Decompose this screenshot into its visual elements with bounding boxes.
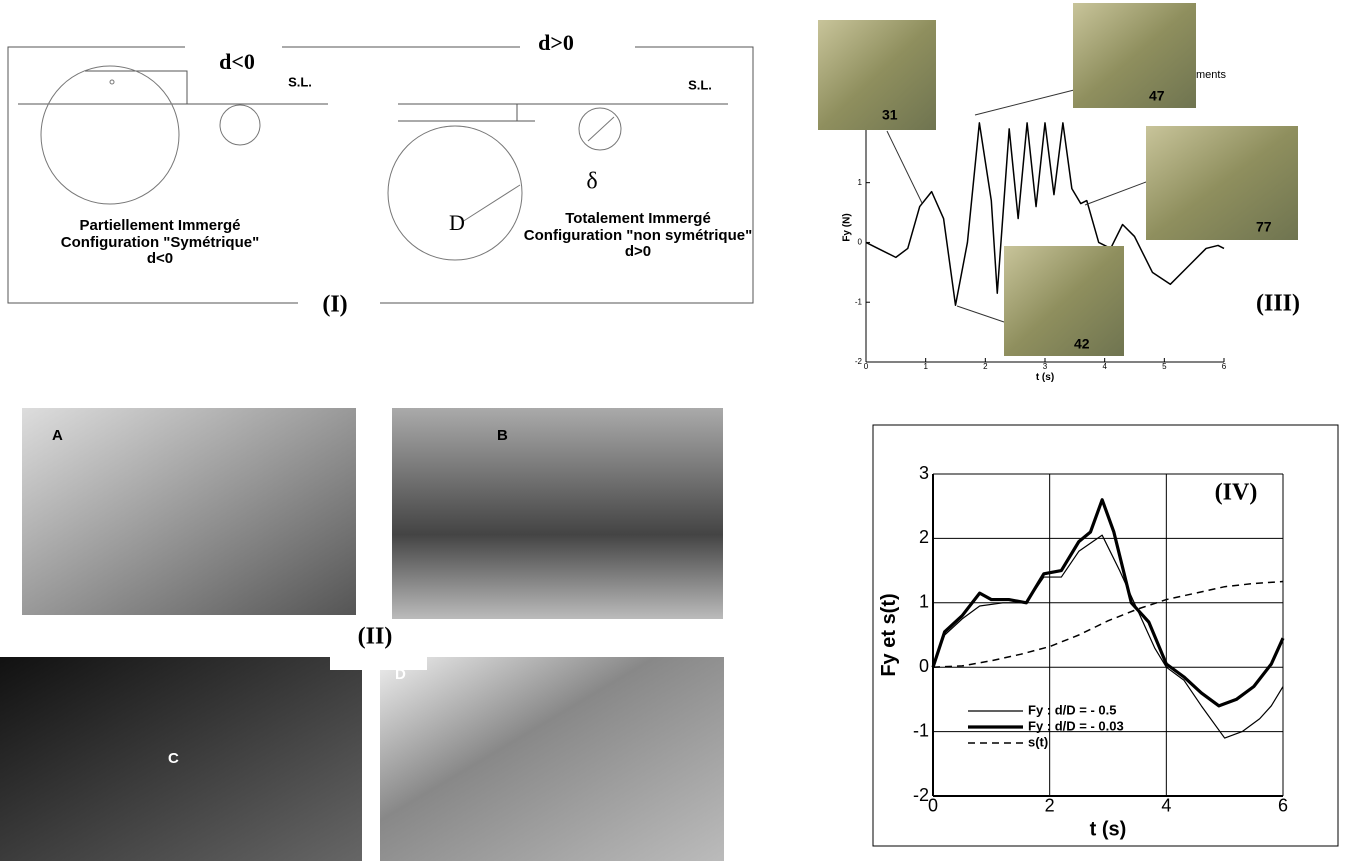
caption: Partiellement Immergé: [80, 217, 241, 234]
photo-label: D: [395, 666, 406, 683]
label: D: [449, 210, 465, 235]
chart-title: (IV): [1215, 480, 1258, 506]
y-tick-label: -1: [913, 720, 929, 740]
x-tick-label: 5: [1162, 362, 1167, 371]
x-tick-label: 2: [1045, 796, 1055, 816]
y-axis-label: Fy (N): [841, 213, 852, 241]
page: d<0 d>0 S.L. S.L. D δ Partiellement Imme…: [0, 0, 1346, 861]
photo: [818, 20, 936, 130]
photo: [1146, 126, 1298, 240]
photo-label: C: [168, 750, 179, 767]
y-tick-label: -1: [855, 297, 863, 306]
label: S.L.: [688, 77, 712, 92]
label: δ: [586, 169, 597, 195]
y-tick-label: 1: [919, 592, 929, 612]
photo: [380, 657, 724, 861]
legend-label: Fy : d/D = - 0.5: [1028, 702, 1117, 717]
x-tick-label: 2: [983, 362, 988, 371]
photo: [1073, 3, 1196, 108]
panel-i: [8, 47, 753, 303]
panel-label: (II): [358, 624, 393, 650]
legend-fragment: ments: [1196, 69, 1226, 81]
x-tick-label: 0: [928, 796, 938, 816]
y-tick-label: -2: [913, 785, 929, 805]
y-tick-label: 0: [919, 656, 929, 676]
legend-label: s(t): [1028, 734, 1048, 749]
photo-label: 31: [882, 107, 898, 123]
caption: Totalement Immergé: [565, 210, 711, 227]
caption: Configuration "Symétrique": [61, 234, 259, 251]
caption: d<0: [147, 250, 173, 267]
panel-iii-overlay: ments 31 47 77 42 (III): [818, 3, 1300, 356]
x-tick-label: 4: [1161, 796, 1171, 816]
label: S.L.: [288, 74, 312, 89]
title: d<0: [219, 49, 255, 74]
photo: [392, 408, 723, 619]
x-tick-label: 4: [1102, 362, 1107, 371]
figure: d<0 d>0 S.L. S.L. D δ Partiellement Imme…: [0, 0, 1346, 861]
x-axis-label: t (s): [1036, 372, 1054, 383]
photo-label: 42: [1074, 336, 1090, 352]
y-tick-label: 1: [858, 178, 863, 187]
panel-label: (III): [1256, 291, 1300, 317]
photo: [1004, 246, 1124, 356]
legend-label: Fy : d/D = - 0.03: [1028, 718, 1124, 733]
series-line: [933, 582, 1283, 668]
panel-label: (I): [322, 292, 347, 318]
photo: [22, 408, 356, 615]
photo-label: A: [52, 427, 63, 444]
x-tick-label: 0: [864, 362, 869, 371]
caption: d>0: [625, 243, 651, 260]
x-tick-label: 6: [1278, 796, 1288, 816]
x-tick-label: 6: [1222, 362, 1227, 371]
caption: Configuration "non symétrique": [524, 227, 752, 244]
x-tick-label: 3: [1043, 362, 1048, 371]
photo: [0, 657, 362, 861]
photo-label: 77: [1256, 219, 1272, 235]
y-tick-label: 0: [858, 238, 863, 247]
x-tick-label: 1: [923, 362, 928, 371]
title: d>0: [538, 30, 574, 55]
y-tick-label: 3: [919, 463, 929, 483]
photo-label: B: [497, 427, 508, 444]
y-axis-label: Fy et s(t): [878, 593, 900, 676]
x-axis-label: t (s): [1090, 818, 1127, 840]
y-tick-label: -2: [855, 357, 863, 366]
y-tick-label: 2: [919, 527, 929, 547]
photo-label: 47: [1149, 88, 1165, 104]
